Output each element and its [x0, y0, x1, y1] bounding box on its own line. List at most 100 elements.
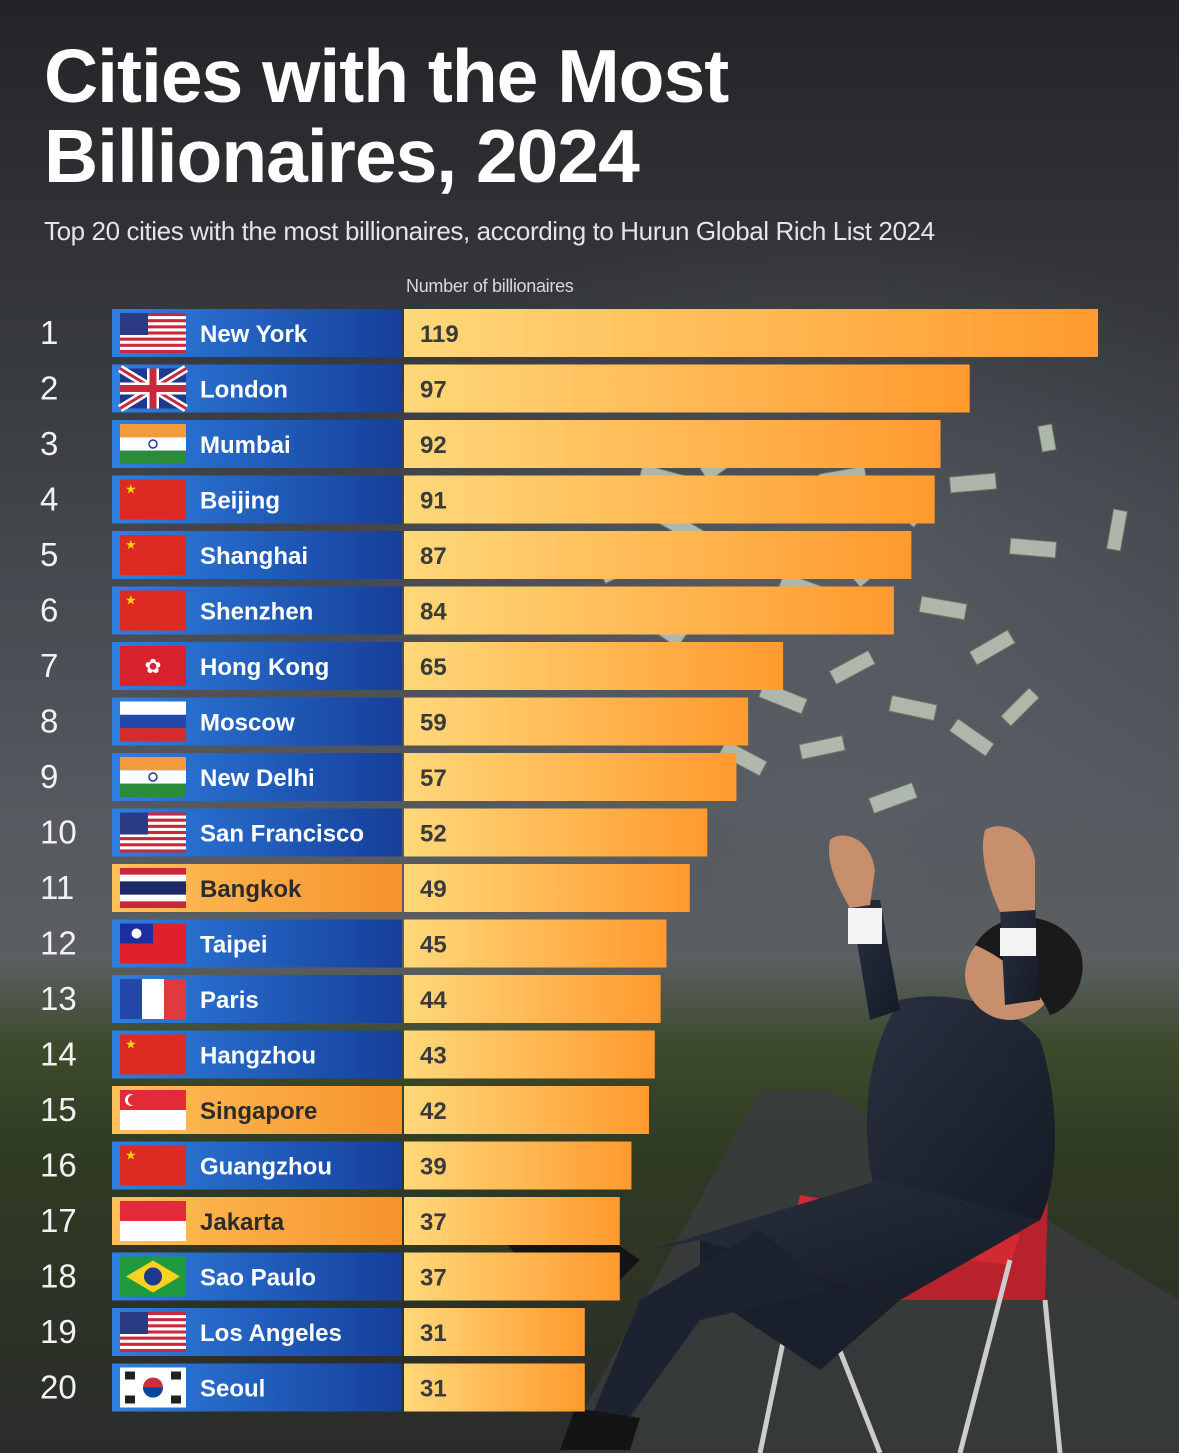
bar	[404, 808, 708, 857]
value-label: 59	[420, 710, 447, 737]
rank-label: 14	[40, 1036, 77, 1073]
value-label: 42	[420, 1098, 447, 1125]
value-label: 65	[420, 654, 447, 681]
city-label: Los Angeles	[200, 1320, 342, 1347]
bar-row: 20 Seoul 31	[40, 1363, 585, 1412]
thailand-flag	[120, 868, 186, 908]
rank-label: 4	[40, 481, 58, 518]
value-label: 97	[420, 377, 447, 404]
value-label: 44	[420, 987, 447, 1014]
value-label: 37	[420, 1265, 447, 1292]
bar-row: 13 Paris 44	[40, 975, 661, 1023]
bar	[404, 586, 894, 635]
rank-label: 11	[40, 869, 74, 906]
indonesia-flag	[120, 1201, 186, 1241]
bar-row: 15 Singapore 42	[40, 1086, 649, 1134]
svg-text:★: ★	[125, 594, 137, 609]
india-flag	[120, 424, 186, 464]
bar	[404, 1252, 620, 1301]
city-label: Hangzhou	[200, 1043, 316, 1070]
city-label: Seoul	[200, 1376, 265, 1403]
city-label: Moscow	[200, 710, 295, 737]
value-label: 45	[420, 932, 447, 959]
rank-label: 16	[40, 1147, 77, 1184]
bar-row: 19 Los Angeles 31	[40, 1308, 585, 1356]
city-label: Shanghai	[200, 543, 308, 570]
rank-label: 5	[40, 536, 58, 573]
rank-label: 15	[40, 1091, 77, 1128]
city-label: Jakarta	[200, 1209, 285, 1236]
bar	[404, 864, 690, 912]
bar-row: 6 ★ Shenzhen 84	[40, 586, 894, 635]
bar	[404, 1086, 649, 1134]
chart-title: Cities with the Most Billionaires, 2024	[44, 34, 729, 198]
value-label: 119	[420, 321, 459, 348]
rank-label: 8	[40, 703, 58, 740]
svg-text:★: ★	[125, 1149, 137, 1164]
bar-row: 4 ★ Beijing 91	[40, 475, 935, 524]
uk-flag	[117, 365, 189, 412]
bar-row: 2 London 97	[40, 364, 970, 413]
city-label: Paris	[200, 987, 259, 1014]
india-flag	[120, 757, 186, 797]
bar-row: 7 ✿ Hong Kong 65	[40, 642, 784, 690]
bar-row: 3 Mumbai 92	[40, 420, 941, 468]
bar	[404, 420, 941, 468]
bar-row: 5 ★ Shanghai 87	[40, 531, 912, 579]
rank-label: 20	[40, 1369, 77, 1406]
value-label: 37	[420, 1209, 447, 1236]
bar-row: 14 ★ Hangzhou 43	[40, 1030, 655, 1079]
bar-row: 16 ★ Guangzhou 39	[40, 1141, 632, 1190]
rank-label: 17	[40, 1202, 77, 1239]
bar	[404, 364, 970, 413]
bar	[404, 753, 737, 801]
chart-subtitle: Top 20 cities with the most billionaires…	[44, 216, 935, 246]
bar-row: 17 Jakarta 37	[40, 1197, 620, 1245]
france-flag	[120, 979, 186, 1019]
bar	[404, 1363, 585, 1412]
value-label: 43	[420, 1043, 447, 1070]
bar	[404, 1197, 620, 1245]
bar-row: 18 Sao Paulo 37	[40, 1252, 620, 1301]
value-label: 31	[420, 1320, 447, 1347]
rank-label: 12	[40, 925, 77, 962]
rank-label: 18	[40, 1258, 77, 1295]
bar-row: 11 Bangkok 49	[40, 864, 690, 912]
russia-flag	[120, 701, 186, 742]
taiwan-flag	[120, 923, 186, 964]
china-flag: ★	[120, 479, 186, 520]
bar-row: 12 Taipei 45	[40, 919, 667, 968]
value-label: 39	[420, 1154, 447, 1181]
bar-row: 10 San Francisco 52	[40, 808, 708, 857]
rank-label: 3	[40, 425, 58, 462]
rank-label: 19	[40, 1313, 77, 1350]
svg-text:★: ★	[125, 1038, 137, 1053]
svg-text:✿: ✿	[145, 654, 162, 678]
city-label: Hong Kong	[200, 654, 329, 681]
city-label: New York	[200, 321, 308, 348]
brazil-flag	[120, 1256, 186, 1297]
bar-row: 1 New York 119	[40, 309, 1098, 357]
city-label: London	[200, 377, 288, 404]
value-label: 84	[420, 599, 447, 626]
china-flag: ★	[120, 590, 186, 631]
china-flag: ★	[120, 535, 186, 575]
bar	[404, 975, 661, 1023]
rank-label: 9	[40, 758, 58, 795]
hongkong-flag: ✿	[120, 646, 186, 686]
singapore-flag	[120, 1090, 186, 1130]
svg-text:★: ★	[125, 483, 137, 498]
bar	[404, 1308, 585, 1356]
city-label: Shenzhen	[200, 599, 313, 626]
bar-row: 9 New Delhi 57	[40, 753, 737, 801]
us-flag	[120, 1312, 186, 1352]
city-label: Guangzhou	[200, 1154, 332, 1181]
city-label: Beijing	[200, 488, 280, 515]
bar-row: 8 Moscow 59	[40, 697, 749, 746]
value-label: 31	[420, 1376, 447, 1403]
bar	[404, 309, 1098, 357]
bar	[404, 1030, 655, 1079]
